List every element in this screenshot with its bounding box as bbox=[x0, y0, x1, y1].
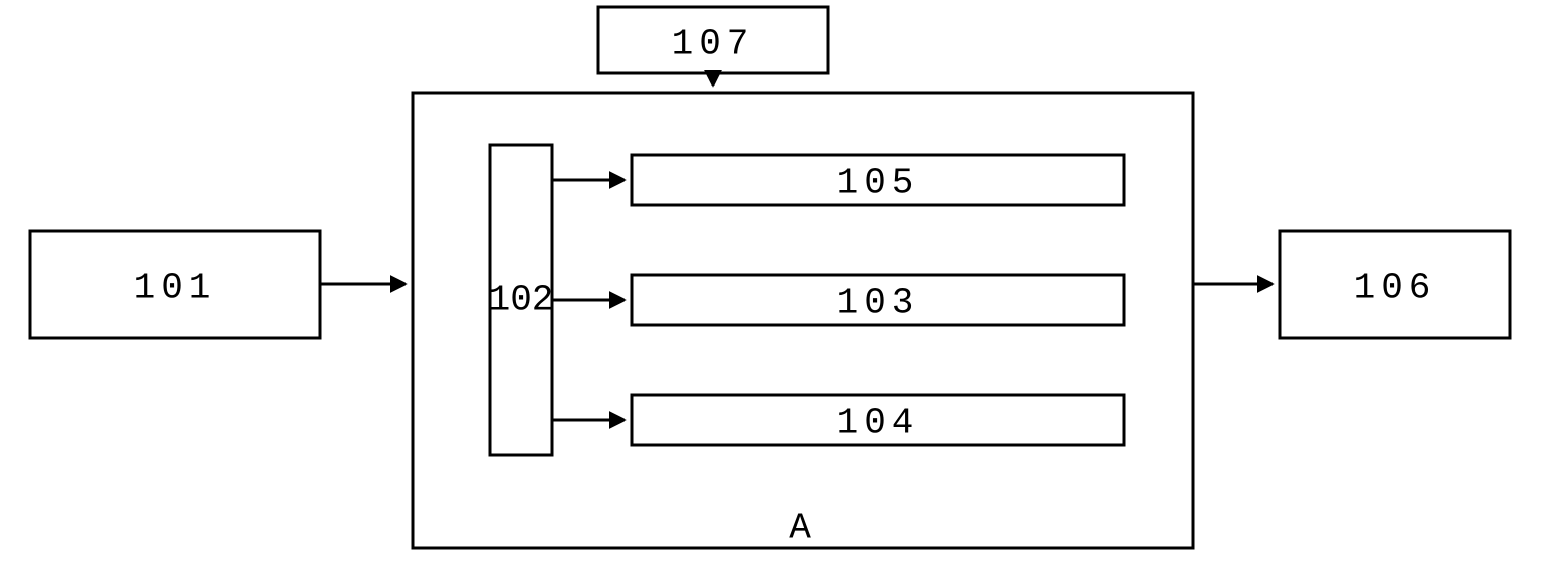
label-n106: 106 bbox=[1354, 268, 1437, 309]
label-n103: 103 bbox=[837, 283, 920, 324]
label-n104: 104 bbox=[837, 403, 920, 444]
label-A: A bbox=[789, 508, 817, 549]
label-n102: 102 bbox=[489, 280, 554, 321]
label-n107: 107 bbox=[672, 24, 755, 65]
label-n101: 101 bbox=[134, 268, 217, 309]
label-n105: 105 bbox=[837, 163, 920, 204]
